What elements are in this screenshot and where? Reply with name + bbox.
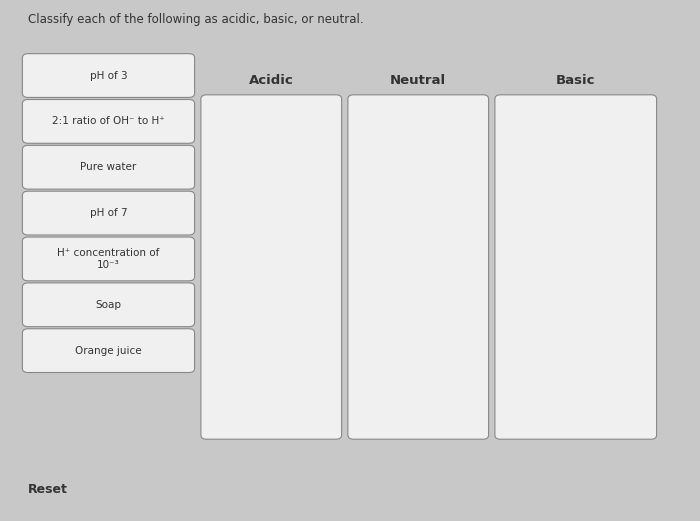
Text: Pure water: Pure water: [80, 162, 136, 172]
Text: 2:1 ratio of OH⁻ to H⁺: 2:1 ratio of OH⁻ to H⁺: [52, 116, 165, 127]
Text: Basic: Basic: [556, 75, 596, 87]
FancyBboxPatch shape: [201, 95, 342, 439]
Text: Reset: Reset: [28, 483, 68, 496]
Text: H⁺ concentration of
10⁻³: H⁺ concentration of 10⁻³: [57, 248, 160, 270]
Text: Classify each of the following as acidic, basic, or neutral.: Classify each of the following as acidic…: [28, 13, 363, 26]
Text: pH of 3: pH of 3: [90, 70, 127, 81]
Text: Neutral: Neutral: [390, 75, 447, 87]
Text: Acidic: Acidic: [249, 75, 293, 87]
Text: pH of 7: pH of 7: [90, 208, 127, 218]
FancyBboxPatch shape: [22, 237, 195, 281]
Text: Orange juice: Orange juice: [75, 345, 142, 356]
FancyBboxPatch shape: [22, 329, 195, 373]
FancyBboxPatch shape: [22, 145, 195, 189]
FancyBboxPatch shape: [22, 283, 195, 327]
FancyBboxPatch shape: [22, 191, 195, 235]
Text: Soap: Soap: [95, 300, 122, 310]
FancyBboxPatch shape: [495, 95, 657, 439]
FancyBboxPatch shape: [348, 95, 489, 439]
FancyBboxPatch shape: [22, 100, 195, 143]
FancyBboxPatch shape: [22, 54, 195, 97]
